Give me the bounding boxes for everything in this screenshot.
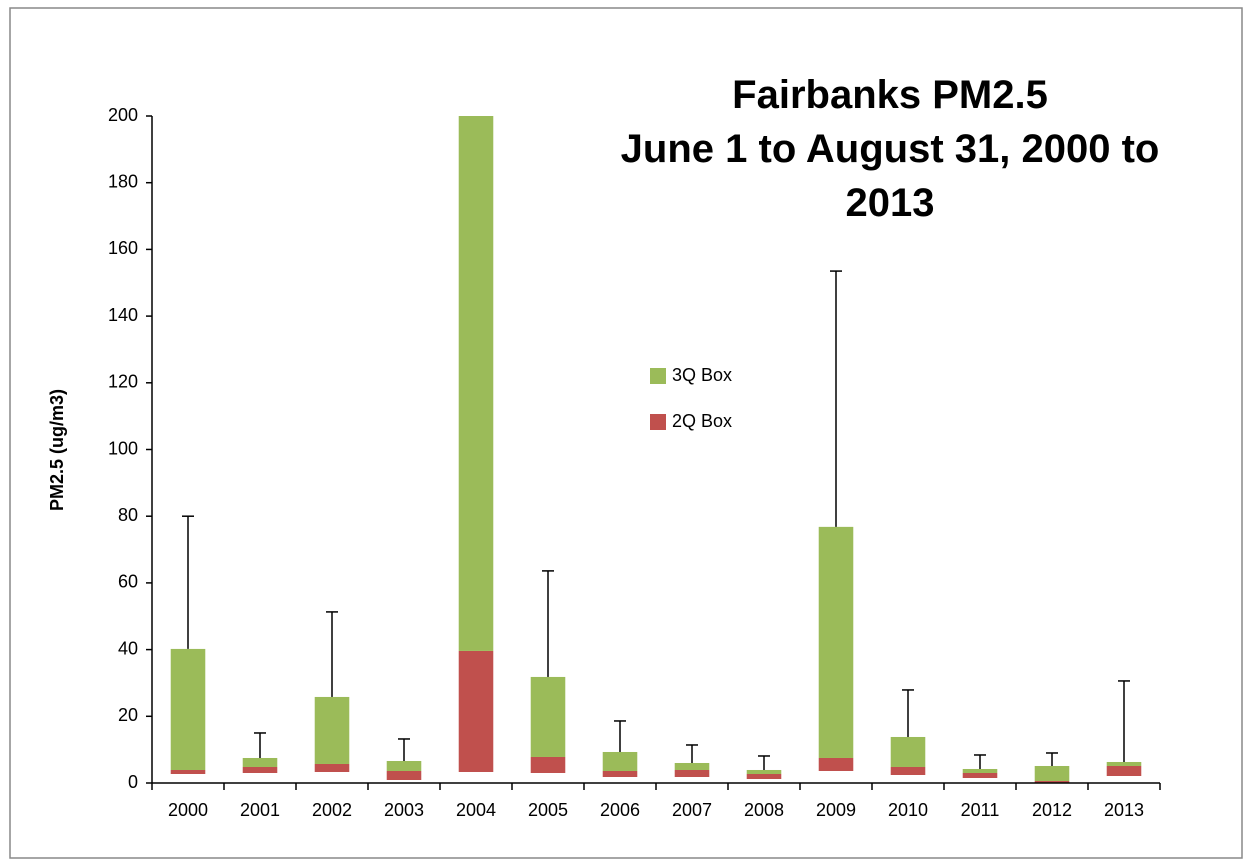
- box-segment: [602, 751, 638, 771]
- x-tick-label: 2000: [168, 800, 208, 820]
- box-segment: [1034, 780, 1070, 783]
- box-segment: [818, 526, 854, 758]
- whisker: [1046, 752, 1058, 766]
- whisker: [974, 754, 986, 769]
- box-segment: [674, 769, 710, 777]
- x-tick-label: 2006: [600, 800, 640, 820]
- y-tick-label: 80: [118, 505, 138, 525]
- x-tick-label: 2009: [816, 800, 856, 820]
- whisker: [686, 744, 698, 763]
- box-segment: [458, 116, 494, 651]
- plot-area: [170, 116, 1142, 783]
- whisker: [182, 515, 194, 649]
- y-tick-label: 40: [118, 638, 138, 658]
- x-tick-label: 2011: [961, 800, 1000, 820]
- box-segment: [1106, 761, 1142, 766]
- x-tick-label: 2003: [384, 800, 424, 820]
- x-tick-label: 2010: [888, 800, 928, 820]
- whisker: [1118, 680, 1130, 762]
- whisker: [326, 611, 338, 697]
- y-tick-label: 200: [108, 105, 138, 125]
- y-tick-label: 120: [108, 372, 138, 392]
- box-segment: [1106, 765, 1142, 776]
- box-segment: [386, 760, 422, 771]
- y-axis-label: PM2.5 (ug/m3): [47, 389, 67, 511]
- box-segment: [746, 773, 782, 779]
- x-tick-label: 2001: [240, 800, 280, 820]
- y-tick-label: 20: [118, 705, 138, 725]
- box-segment: [386, 770, 422, 780]
- chart-frame: [9, 7, 1243, 859]
- box-segment: [314, 696, 350, 764]
- chart-title: Fairbanks PM2.5: [732, 73, 1048, 117]
- box-segment: [530, 756, 566, 773]
- box-segment: [170, 769, 206, 774]
- whisker: [398, 738, 410, 761]
- box-segment: [962, 772, 998, 778]
- whisker: [254, 732, 266, 758]
- box-segment: [674, 762, 710, 770]
- x-tick-label: 2013: [1104, 800, 1144, 820]
- box-segment: [962, 768, 998, 773]
- x-tick-label: 2004: [456, 800, 496, 820]
- y-tick-label: 180: [108, 171, 138, 191]
- y-tick-label: 60: [118, 572, 138, 592]
- box-segment: [602, 770, 638, 777]
- y-tick-label: 100: [108, 438, 138, 458]
- y-tick-label: 140: [108, 305, 138, 325]
- whisker: [614, 720, 626, 752]
- x-tick-label: 2002: [312, 800, 352, 820]
- x-tick-label: 2008: [744, 800, 784, 820]
- whisker: [542, 570, 554, 677]
- legend-label: 3Q Box: [672, 365, 732, 385]
- box-segment: [170, 648, 206, 770]
- whisker: [830, 270, 842, 527]
- box-segment: [890, 766, 926, 775]
- x-tick-label: 2007: [672, 800, 712, 820]
- chart-subtitle: June 1 to August 31, 2000 to 2013: [620, 127, 1160, 225]
- box-segment: [746, 769, 782, 774]
- legend-label: 2Q Box: [672, 411, 732, 431]
- box-segment: [242, 757, 278, 767]
- box-segment: [242, 766, 278, 773]
- y-tick-label: 160: [108, 238, 138, 258]
- legend-swatch: [650, 368, 666, 384]
- box-segment: [818, 757, 854, 771]
- box-segment: [1034, 765, 1070, 781]
- x-tick-label: 2005: [528, 800, 568, 820]
- whisker: [902, 689, 914, 737]
- box-segment: [314, 763, 350, 772]
- y-tick-label: 0: [128, 772, 138, 792]
- box-segment: [458, 650, 494, 772]
- box-segment: [890, 736, 926, 767]
- x-tick-label: 2012: [1032, 800, 1072, 820]
- legend-swatch: [650, 414, 666, 430]
- box-segment: [530, 676, 566, 757]
- whisker: [758, 755, 770, 770]
